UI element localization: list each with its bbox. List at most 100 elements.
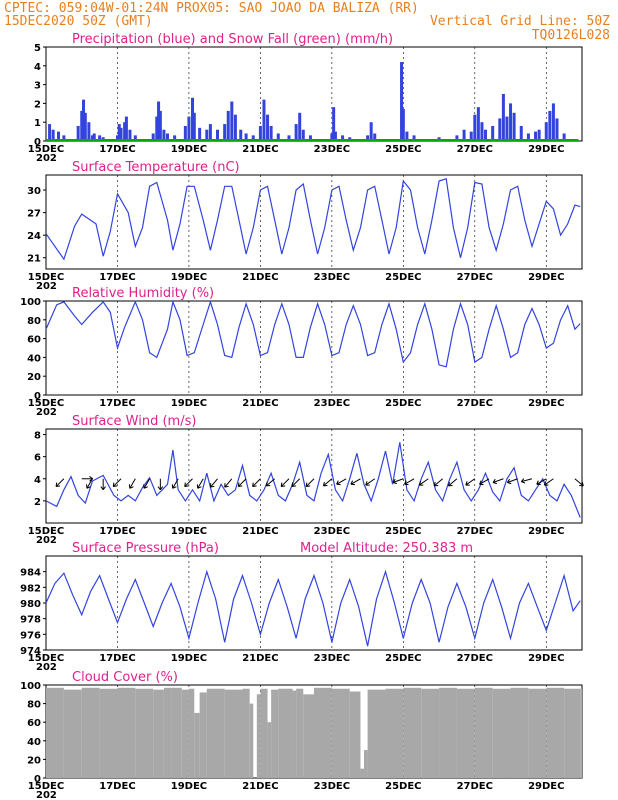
precip-bar <box>133 135 137 141</box>
wind-arrow-head <box>224 483 229 488</box>
wind-arrow <box>433 478 443 487</box>
y-tick-label: 4 <box>34 475 41 486</box>
precip-bar <box>216 129 220 141</box>
cloud-bar <box>181 689 189 778</box>
x-tick-label: 17DEC <box>99 398 135 409</box>
precip-bar <box>233 114 237 141</box>
precip-bar <box>373 133 377 141</box>
wind-arrow-head <box>465 481 470 486</box>
y-tick-label: 0 <box>34 137 41 148</box>
wind-arrow-head <box>579 481 584 487</box>
wind-arrow <box>224 478 233 488</box>
precip-bar <box>187 116 191 141</box>
cloud-bar <box>314 687 332 778</box>
precip-bar <box>551 103 555 141</box>
x-tick-label: 25DEC <box>385 781 421 792</box>
y-tick-label: 974 <box>20 646 41 657</box>
precip-bar <box>401 109 405 141</box>
x-tick-label: 27DEC <box>457 272 493 283</box>
wind-arrow <box>129 478 136 489</box>
wind-arrow-head <box>350 480 355 486</box>
x-tick-label: 21DEC <box>242 398 278 409</box>
cloud-bar <box>331 688 350 778</box>
x-tick-label: 27DEC <box>457 653 493 664</box>
precip-bar <box>473 114 477 141</box>
precip-bar <box>155 116 159 141</box>
x-tick-label: 29DEC <box>528 144 564 155</box>
precip-bar <box>555 118 559 141</box>
wind-arrow <box>350 478 361 485</box>
wind-arrow <box>112 478 122 487</box>
x-tick-label: 27DEC <box>457 781 493 792</box>
precip-bar <box>405 131 409 141</box>
cloud-bar <box>249 703 254 778</box>
wind-arrow <box>143 478 151 489</box>
y-tick-label: 6 <box>34 453 41 464</box>
wind-arrow <box>507 478 518 483</box>
x-tick-label: 23DEC <box>314 144 350 155</box>
precip-bar <box>301 129 305 141</box>
wind-arrow <box>237 478 247 487</box>
precip-bar <box>151 133 155 141</box>
y-tick-label: 5 <box>34 43 41 54</box>
y-tick-label: 3 <box>34 81 41 92</box>
cloud-bar <box>260 688 268 778</box>
precip-bar <box>226 110 230 141</box>
wind-arrow-head <box>280 482 286 488</box>
x-tick-label: 19DEC <box>171 398 207 409</box>
precip-bar <box>491 125 495 141</box>
wind-arrow-head <box>392 478 397 485</box>
wind-arrow <box>265 478 276 487</box>
x-tick-label: 25DEC <box>385 526 421 537</box>
wind-arrow <box>465 478 476 486</box>
precip-bar <box>509 103 513 141</box>
wind-arrow <box>392 478 404 483</box>
wind-arrow-head <box>291 482 296 488</box>
cloud-bar <box>510 687 529 778</box>
precip-bar <box>266 114 270 141</box>
wind-arrow-head <box>143 484 148 489</box>
y-tick-label: 24 <box>27 231 41 242</box>
precip-bar <box>98 135 102 141</box>
header-line1: CPTEC: 059:04W-01:24N PROX05: SAO JOAO D… <box>4 1 419 16</box>
cloud-bar <box>99 688 118 778</box>
panel-title: Relative Humidity (%) <box>72 286 214 301</box>
precip-bar <box>505 116 509 141</box>
wind-arrow <box>197 478 204 489</box>
header-date: 15DEC2020 50Z (GMT) <box>4 14 153 29</box>
precip-bar <box>501 94 505 141</box>
wind-arrow-head <box>536 480 541 486</box>
x-tick-label: 25DEC <box>385 653 421 664</box>
precip-bar <box>239 129 243 141</box>
wind-arrow-head <box>196 484 202 489</box>
precip-bar <box>162 129 166 141</box>
precip-bar <box>51 129 55 141</box>
x-tick-label: 21DEC <box>242 272 278 283</box>
precip-bar <box>158 110 162 141</box>
x-tick-label: 19DEC <box>171 272 207 283</box>
y-tick-label: 1 <box>34 118 41 129</box>
precip-bar <box>173 135 177 141</box>
wind-arrow-head <box>157 486 164 491</box>
panel-frame <box>45 174 583 270</box>
precip-bar <box>80 110 84 141</box>
wind-arrow <box>479 478 490 485</box>
precip-bar <box>512 112 516 141</box>
cloud-bar <box>364 750 368 778</box>
x-tick-label: 15DEC <box>28 653 64 664</box>
precip-bar <box>90 135 94 141</box>
wind-arrow <box>252 478 261 487</box>
panel-3: 15DEC 17DEC 19DEC 21DEC 23DEC 25DEC 27DEC 29DEC… <box>20 286 583 418</box>
cloud-bar <box>292 690 297 778</box>
precip-bar <box>269 125 273 141</box>
precip-bar <box>124 116 128 141</box>
wind-arrow <box>291 478 301 487</box>
x-tick-label: 29DEC <box>528 398 564 409</box>
wind-arrow <box>86 478 93 489</box>
x-tick-label: 21DEC <box>242 526 278 537</box>
wind-arrow <box>210 478 218 488</box>
x-tick-label: 17DEC <box>99 272 135 283</box>
cloud-bar <box>194 712 200 778</box>
wind-arrow-head <box>305 482 311 488</box>
wind-arrow <box>419 478 429 486</box>
